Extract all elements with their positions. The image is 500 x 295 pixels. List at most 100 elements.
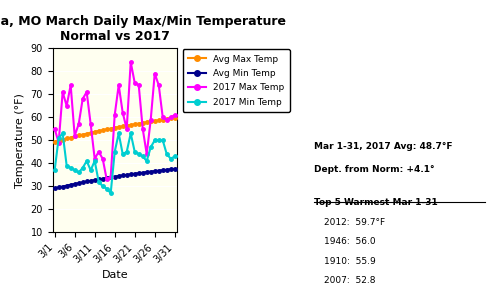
Avg Max Temp: [76, 134, 82, 137]
Avg Min Temp: [160, 168, 166, 172]
Text: Top 5 Warmest Mar 1-31: Top 5 Warmest Mar 1-31: [314, 198, 438, 207]
Avg Max Temp: [108, 127, 114, 130]
2017 Max Temp: [168, 116, 173, 119]
Line: Avg Max Temp: Avg Max Temp: [53, 116, 176, 144]
Avg Max Temp: [116, 125, 121, 129]
Avg Min Temp: [64, 184, 70, 187]
2017 Max Temp: [152, 72, 158, 76]
2017 Max Temp: [104, 178, 110, 181]
Avg Max Temp: [104, 127, 110, 131]
2017 Max Temp: [100, 157, 105, 160]
2017 Min Temp: [132, 150, 138, 154]
Avg Max Temp: [132, 122, 138, 126]
Avg Max Temp: [120, 124, 126, 128]
2017 Max Temp: [112, 113, 117, 117]
Avg Max Temp: [68, 136, 73, 139]
2017 Max Temp: [108, 175, 114, 179]
Line: 2017 Min Temp: 2017 Min Temp: [53, 132, 176, 195]
Avg Min Temp: [88, 179, 94, 183]
2017 Min Temp: [88, 168, 94, 172]
2017 Max Temp: [96, 150, 102, 154]
2017 Min Temp: [108, 191, 114, 195]
Avg Max Temp: [100, 128, 105, 132]
2017 Max Temp: [64, 104, 70, 108]
Avg Min Temp: [140, 171, 145, 174]
Avg Max Temp: [52, 140, 58, 144]
Avg Min Temp: [152, 169, 158, 173]
Avg Min Temp: [144, 170, 150, 174]
Text: Mar 1-31, 2017 Avg: 48.7°F: Mar 1-31, 2017 Avg: 48.7°F: [314, 142, 452, 151]
2017 Min Temp: [56, 136, 62, 140]
2017 Min Temp: [168, 157, 173, 160]
2017 Min Temp: [76, 171, 82, 174]
Text: Dept. from Norm: +4.1°: Dept. from Norm: +4.1°: [314, 165, 434, 174]
X-axis label: Date: Date: [102, 270, 128, 280]
2017 Min Temp: [124, 150, 130, 154]
Title: Columbia, MO March Daily Max/Min Temperature
Normal vs 2017: Columbia, MO March Daily Max/Min Tempera…: [0, 15, 286, 43]
2017 Min Temp: [64, 164, 70, 167]
Line: 2017 Max Temp: 2017 Max Temp: [53, 60, 176, 181]
Avg Min Temp: [80, 181, 86, 184]
2017 Min Temp: [164, 152, 170, 156]
Avg Max Temp: [92, 130, 98, 134]
2017 Max Temp: [148, 118, 154, 121]
2017 Max Temp: [92, 157, 98, 160]
Avg Min Temp: [60, 185, 66, 188]
Avg Max Temp: [56, 139, 62, 142]
2017 Max Temp: [156, 83, 162, 87]
Line: Avg Min Temp: Avg Min Temp: [53, 167, 176, 190]
Avg Min Temp: [172, 167, 177, 171]
2017 Max Temp: [84, 90, 89, 94]
Avg Min Temp: [148, 170, 154, 173]
2017 Min Temp: [136, 152, 141, 156]
2017 Max Temp: [128, 60, 134, 64]
Avg Max Temp: [128, 123, 134, 127]
Avg Max Temp: [64, 137, 70, 140]
Avg Min Temp: [124, 173, 130, 177]
2017 Min Temp: [72, 168, 78, 172]
Avg Min Temp: [52, 186, 58, 190]
Avg Max Temp: [136, 122, 141, 125]
Avg Min Temp: [56, 186, 62, 189]
Avg Max Temp: [148, 120, 154, 123]
Avg Min Temp: [108, 176, 114, 179]
2017 Min Temp: [152, 139, 158, 142]
Avg Min Temp: [104, 176, 110, 180]
2017 Min Temp: [140, 155, 145, 158]
2017 Min Temp: [100, 184, 105, 188]
Avg Min Temp: [92, 178, 98, 182]
2017 Min Temp: [84, 159, 89, 163]
2017 Max Temp: [60, 90, 66, 94]
Avg Min Temp: [132, 172, 138, 176]
2017 Max Temp: [172, 113, 177, 117]
Text: 1910:  55.9: 1910: 55.9: [324, 257, 376, 266]
Avg Min Temp: [116, 174, 121, 178]
Avg Min Temp: [72, 182, 78, 186]
2017 Min Temp: [116, 132, 121, 135]
Avg Min Temp: [112, 175, 117, 178]
2017 Min Temp: [120, 152, 126, 156]
2017 Max Temp: [136, 83, 141, 87]
2017 Min Temp: [128, 132, 134, 135]
Avg Max Temp: [88, 131, 94, 135]
Avg Min Temp: [120, 174, 126, 177]
2017 Max Temp: [80, 97, 86, 101]
2017 Min Temp: [144, 159, 150, 163]
Avg Min Temp: [76, 181, 82, 185]
Avg Max Temp: [84, 132, 89, 135]
Avg Max Temp: [60, 138, 66, 141]
2017 Min Temp: [96, 180, 102, 183]
Avg Max Temp: [96, 129, 102, 133]
Avg Max Temp: [152, 119, 158, 122]
2017 Max Temp: [116, 83, 121, 87]
Text: 1946:  56.0: 1946: 56.0: [324, 237, 376, 247]
2017 Min Temp: [68, 166, 73, 170]
2017 Max Temp: [68, 83, 73, 87]
2017 Max Temp: [72, 134, 78, 137]
Y-axis label: Temperature (°F): Temperature (°F): [15, 93, 25, 188]
Avg Max Temp: [168, 117, 173, 120]
Avg Min Temp: [164, 168, 170, 171]
Avg Min Temp: [68, 183, 73, 186]
Avg Min Temp: [128, 173, 134, 176]
Text: 2012:  59.7°F: 2012: 59.7°F: [324, 218, 385, 227]
